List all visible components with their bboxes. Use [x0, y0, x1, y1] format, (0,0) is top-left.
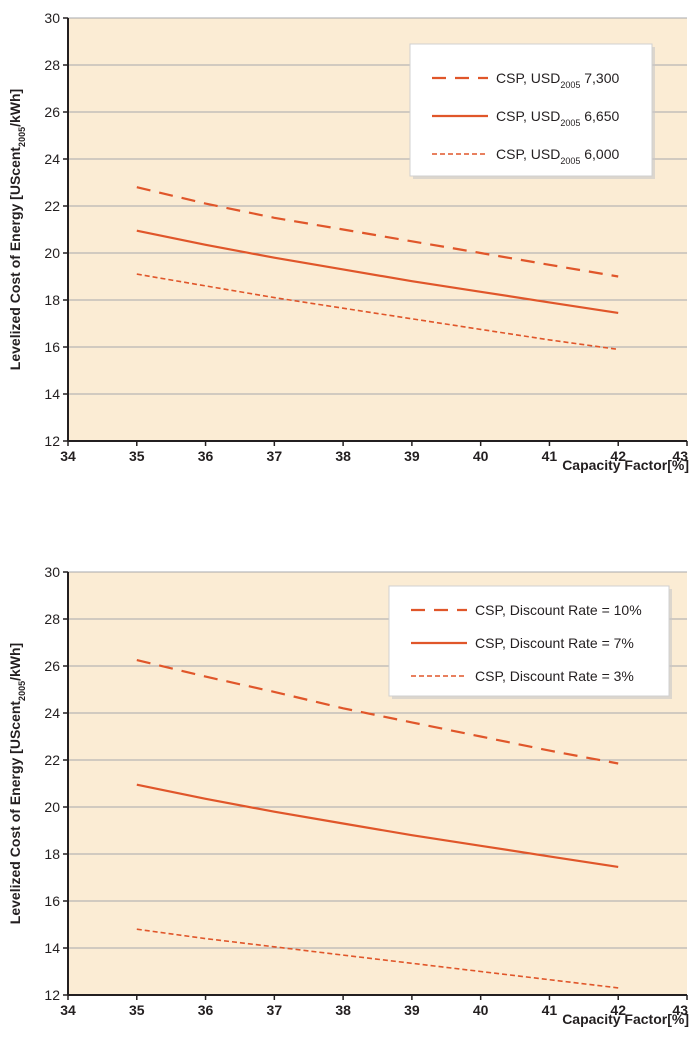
x-tick-label: 40: [473, 448, 489, 464]
series-line-2: [136, 229, 619, 314]
x-tick-label: 40: [473, 1002, 489, 1018]
legend-box: [388, 585, 670, 697]
y-tick-label: 20: [44, 245, 60, 261]
legend: CSP, USD2005 7,300 CSP, USD2005 6,650 CSP,…: [409, 43, 655, 179]
x-tick-label: 36: [198, 1002, 214, 1018]
y-tick-label: 26: [44, 104, 60, 120]
legend-label-2: CSP, USD2005 6,650: [496, 108, 619, 128]
legend-label-2: CSP, Discount Rate = 7%: [475, 635, 634, 651]
x-tick-label: 43: [672, 1002, 688, 1018]
x-tick-label: 37: [267, 1002, 283, 1018]
series-line-2: [136, 783, 619, 868]
x-tick-label: 34: [60, 448, 76, 464]
x-tick-label: 41: [542, 1002, 558, 1018]
y-tick-label: 22: [44, 198, 60, 214]
x-tick-label: 42: [610, 1002, 626, 1018]
x-tick-label: 35: [129, 1002, 145, 1018]
y-tick-label: 26: [44, 658, 60, 674]
x-tick-label: 41: [542, 448, 558, 464]
y-tick-label: 18: [44, 292, 60, 308]
x-tick-label: 38: [335, 1002, 351, 1018]
legend-label-3: CSP, Discount Rate = 3%: [475, 668, 634, 684]
y-tick-label: 16: [44, 339, 60, 355]
x-tick-label: 43: [672, 448, 688, 464]
series-line-3: [136, 928, 619, 989]
y-tick-label: 30: [44, 10, 60, 26]
y-tick-label: 16: [44, 893, 60, 909]
y-tick-label: 24: [44, 151, 60, 167]
y-tick-label: 24: [44, 705, 60, 721]
series-line-1: [136, 186, 619, 278]
y-tick-label: 30: [44, 564, 60, 580]
y-tick-label: 12: [44, 433, 60, 449]
x-tick-label: 34: [60, 1002, 76, 1018]
y-tick-label: 14: [44, 386, 60, 402]
series-line-1: [136, 659, 619, 765]
x-tick-label: 35: [129, 448, 145, 464]
x-tick-label: 39: [404, 448, 420, 464]
y-tick-label: 14: [44, 940, 60, 956]
chart-1: 12 14 16 18 20 22 24 26 28 30 34 35 36 37 38 39 40 41 42 43…: [7, 10, 689, 473]
x-axis-title: Capacity Factor[%]: [562, 1011, 689, 1027]
series-line-3: [136, 273, 619, 351]
x-tick-label: 36: [198, 448, 214, 464]
x-tick-label: 42: [610, 448, 626, 464]
legend: CSP, Discount Rate = 10% CSP, Discount Ra…: [388, 585, 672, 699]
y-tick-label: 28: [44, 611, 60, 627]
y-axis-title: Levelized Cost of Energy [UScent2005/kWh…: [7, 89, 27, 370]
y-tick-label: 20: [44, 799, 60, 815]
x-tick-label: 39: [404, 1002, 420, 1018]
y-tick-label: 12: [44, 987, 60, 1003]
legend-label-3: CSP, USD2005 6,000: [496, 146, 619, 166]
legend-label-1: CSP, Discount Rate = 10%: [475, 602, 642, 618]
x-tick-label: 37: [267, 448, 283, 464]
y-tick-label: 22: [44, 752, 60, 768]
x-tick-label: 38: [335, 448, 351, 464]
chart-2: 12 14 16 18 20 22 24 26 28 30 34 35 36 37 38 39 40 41 42 43…: [7, 564, 689, 1027]
y-tick-label: 28: [44, 57, 60, 73]
x-axis-title: Capacity Factor[%]: [562, 457, 689, 473]
y-tick-label: 18: [44, 846, 60, 862]
legend-label-1: CSP, USD2005 7,300: [496, 70, 619, 90]
y-axis-title: Levelized Cost of Energy [UScent2005/kWh…: [7, 643, 27, 924]
